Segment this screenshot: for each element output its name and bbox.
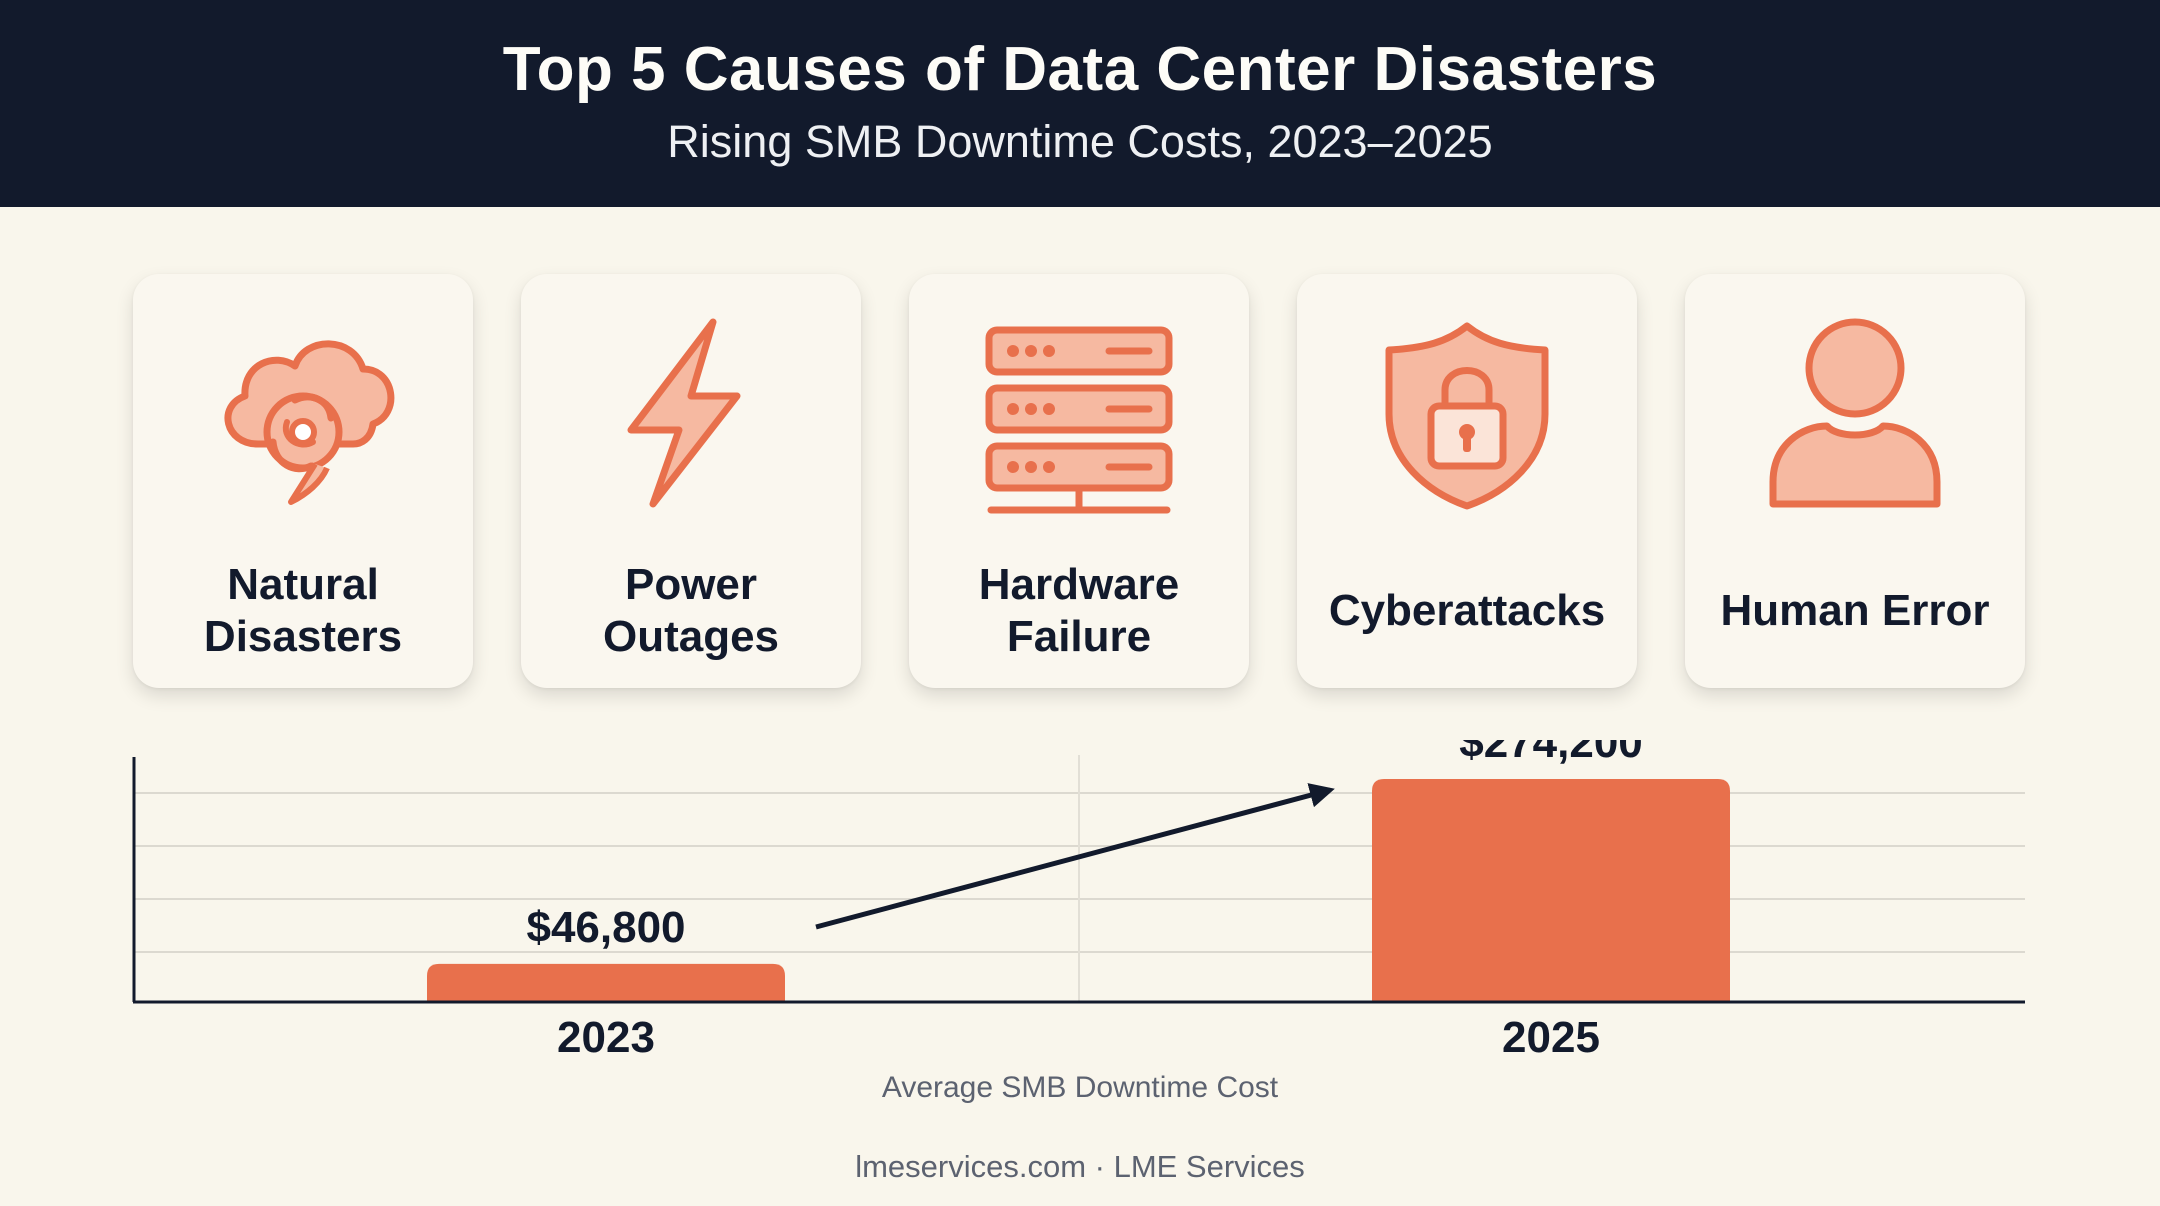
- cause-card-natural-disasters: Natural Disasters: [133, 274, 473, 688]
- data-label: $46,800: [526, 903, 685, 952]
- page-subtitle: Rising SMB Downtime Costs, 2023–2025: [667, 116, 1493, 167]
- bar-2025: [1372, 778, 1730, 1002]
- x-tick-label: 2025: [1502, 1013, 1600, 1062]
- chart-x-axis-label: Average SMB Downtime Cost: [881, 1071, 1279, 1104]
- cause-card-human-error: Human Error: [1685, 274, 2025, 688]
- footer-credit: lmeservices.com · LME Services: [855, 1149, 1305, 1184]
- storm-cloud-icon: [224, 340, 395, 505]
- x-tick-label: 2023: [557, 1013, 655, 1062]
- cause-label: Human Error: [1720, 586, 1990, 635]
- trend-arrow: [815, 783, 1335, 930]
- cause-label: Cyberattacks: [1328, 586, 1606, 635]
- cause-card-cyberattacks: Cyberattacks: [1297, 274, 1637, 688]
- header-banner: Top 5 Causes of Data Center Disasters Ri…: [0, 0, 2160, 207]
- data-label: $274,200: [1459, 740, 1643, 767]
- downtime-cost-chart: $46,800 2023 $274,200 2025: [132, 740, 2025, 1062]
- shield-lock-icon: [1385, 322, 1549, 510]
- person-icon: [1769, 318, 1941, 508]
- lightning-bolt-icon: [627, 318, 741, 508]
- cause-label: Natural Disasters: [203, 560, 403, 661]
- cause-card-power-outages: Power Outages: [521, 274, 861, 688]
- cause-label: Hardware Failure: [978, 560, 1180, 661]
- page-title: Top 5 Causes of Data Center Disasters: [502, 35, 1658, 104]
- cause-label: Power Outages: [602, 560, 780, 661]
- server-rack-icon: [985, 326, 1173, 514]
- bar-2023: [427, 963, 785, 1002]
- cause-card-hardware-failure: Hardware Failure: [909, 274, 1249, 688]
